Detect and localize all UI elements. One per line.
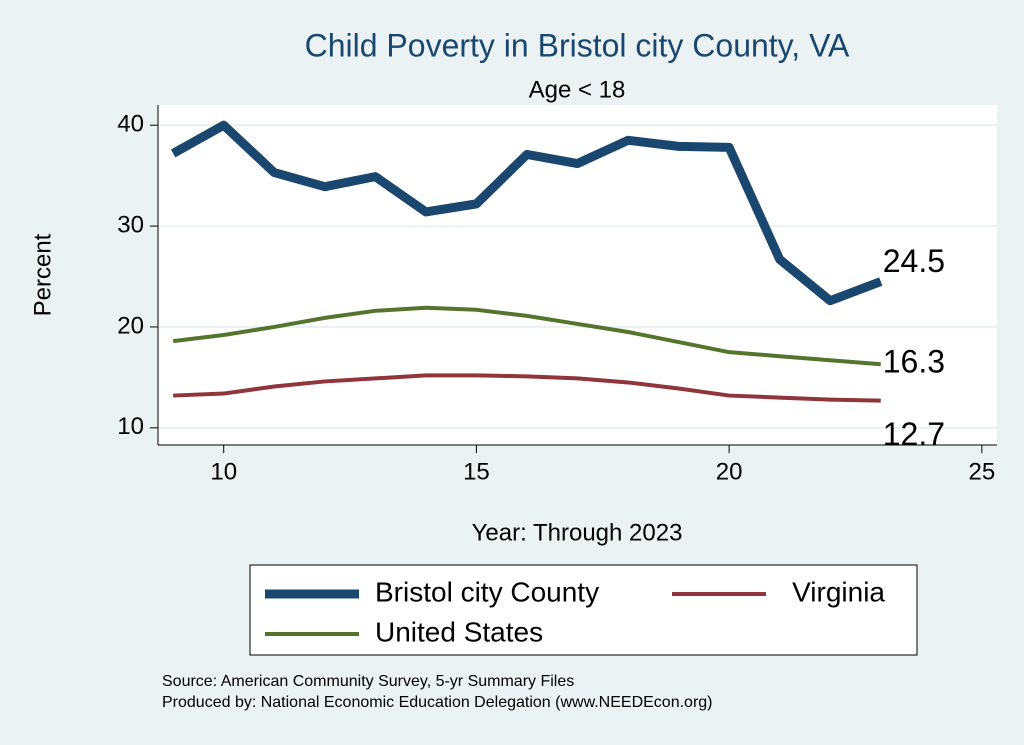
y-tick-label: 10 <box>117 413 144 440</box>
source-note: Source: American Community Survey, 5-yr … <box>162 673 574 690</box>
end-value-label: 24.5 <box>883 243 945 279</box>
end-value-label: 12.7 <box>883 416 945 452</box>
series-line <box>173 373 881 403</box>
source-note: Produced by: National Economic Education… <box>162 694 713 711</box>
legend-label: United States <box>375 616 543 647</box>
x-tick-label: 15 <box>463 458 490 485</box>
series-line <box>170 120 883 306</box>
x-tick-label: 20 <box>716 458 743 485</box>
series-line <box>172 305 881 367</box>
x-axis-label: Year: Through 2023 <box>472 519 683 546</box>
legend-label: Virginia <box>792 576 885 607</box>
x-tick-label: 10 <box>210 458 237 485</box>
legend-label: Bristol city County <box>375 576 599 607</box>
y-tick-label: 40 <box>117 111 144 138</box>
chart-subtitle: Age < 18 <box>529 76 626 103</box>
y-axis-label: Percent <box>29 233 56 316</box>
chart-title: Child Poverty in Bristol city County, VA <box>305 27 850 63</box>
plot-area <box>158 105 997 445</box>
y-tick-label: 20 <box>117 312 144 339</box>
x-tick-label: 25 <box>968 458 995 485</box>
y-tick-label: 30 <box>117 211 144 238</box>
legend-box <box>249 564 918 656</box>
end-value-label: 16.3 <box>883 344 945 380</box>
